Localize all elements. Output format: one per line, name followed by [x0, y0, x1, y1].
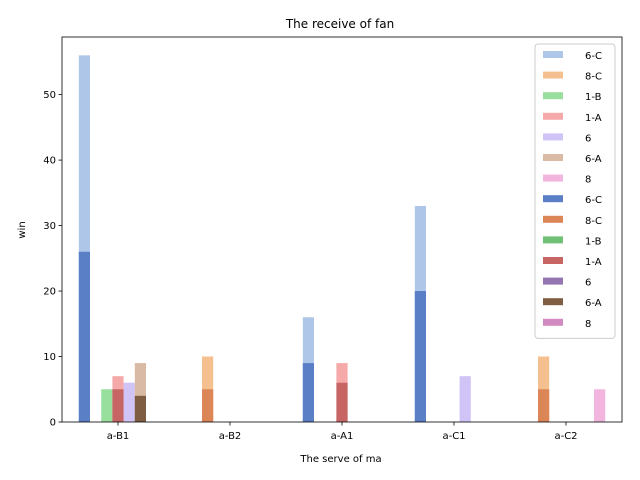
bar-light-6-a-B1: [123, 382, 135, 422]
legend-swatch: [543, 154, 563, 161]
legend-label: 8: [585, 175, 591, 186]
legend-swatch: [543, 71, 563, 79]
legend-label: 1-A: [585, 113, 602, 124]
y-tick-label: 10: [43, 352, 56, 363]
bar-light-6-C-a-B1: [78, 55, 90, 422]
bar-light-1-B-a-B1: [101, 389, 113, 422]
bar-dark-6-A-a-B1: [134, 395, 146, 422]
legend-swatch: [543, 195, 563, 203]
legend-swatch: [543, 298, 563, 306]
bar-dark-8-C-a-C2: [538, 389, 550, 422]
bar-dark-1-A-a-B1: [112, 389, 124, 422]
bar-dark-6-C-a-A1: [302, 363, 314, 422]
legend-swatch: [543, 133, 563, 141]
bar-dark-6-C-a-C1: [414, 291, 426, 422]
y-tick-label: 20: [43, 287, 56, 298]
legend-label: 8-C: [585, 72, 602, 83]
y-tick-label: 0: [50, 418, 56, 429]
bars-group: [78, 55, 606, 422]
legend-swatch: [543, 236, 563, 244]
legend-label: 1-A: [585, 257, 602, 268]
legend-swatch: [543, 318, 563, 326]
legend-label: 6-A: [585, 298, 602, 309]
legend-swatch: [543, 277, 563, 285]
x-tick-label: a-C2: [554, 431, 577, 442]
legend-label: 6-A: [585, 154, 602, 165]
bar-dark-1-A-a-A1: [336, 382, 348, 422]
bar-dark-8-C-a-B2: [202, 389, 214, 422]
legend-swatch: [543, 51, 563, 58]
legend-swatch: [543, 174, 563, 182]
legend-label: 6: [585, 133, 591, 144]
legend: 6-C 8-C 1-B 1-A 6 6-A 8 6-C 8-C 1-B 1-A 6 6-A 8: [534, 43, 616, 339]
bar-light-8-a-C2: [594, 389, 606, 422]
x-axis-label: The serve of ma: [299, 454, 381, 465]
axes-group: 0 10 20 30 40 50 a-B1 a-B2 a-A1 a-C1 a-C2: [43, 36, 623, 442]
x-tick-label: a-C1: [442, 431, 465, 442]
legend-label: 6: [585, 278, 591, 289]
legend-swatch: [543, 92, 563, 100]
y-tick-label: 30: [43, 221, 56, 232]
legend-label: 6-C: [585, 51, 602, 62]
legend-swatch: [543, 215, 563, 223]
y-tick-label: 50: [43, 90, 56, 101]
legend-box: [534, 43, 616, 339]
legend-label: 6-C: [585, 195, 602, 206]
legend-swatch: [543, 257, 563, 264]
legend-label: 8: [585, 319, 591, 330]
bar-light-6-A-a-B1: [134, 363, 146, 422]
x-tick-label: a-B1: [107, 431, 130, 442]
x-tick-label: a-B2: [219, 431, 242, 442]
legend-label: 1-B: [585, 92, 602, 103]
bar-dark-6-C-a-B1: [78, 251, 90, 422]
legend-label: 1-B: [585, 236, 602, 247]
legend-label: 8-C: [585, 216, 602, 227]
x-tick-label: a-A1: [331, 431, 354, 442]
y-tick-label: 40: [43, 156, 56, 167]
y-axis-label: win: [17, 221, 28, 238]
bar-light-6-a-C1: [459, 376, 471, 422]
chart-title: The receive of fan: [285, 17, 394, 31]
legend-swatch: [543, 112, 563, 120]
